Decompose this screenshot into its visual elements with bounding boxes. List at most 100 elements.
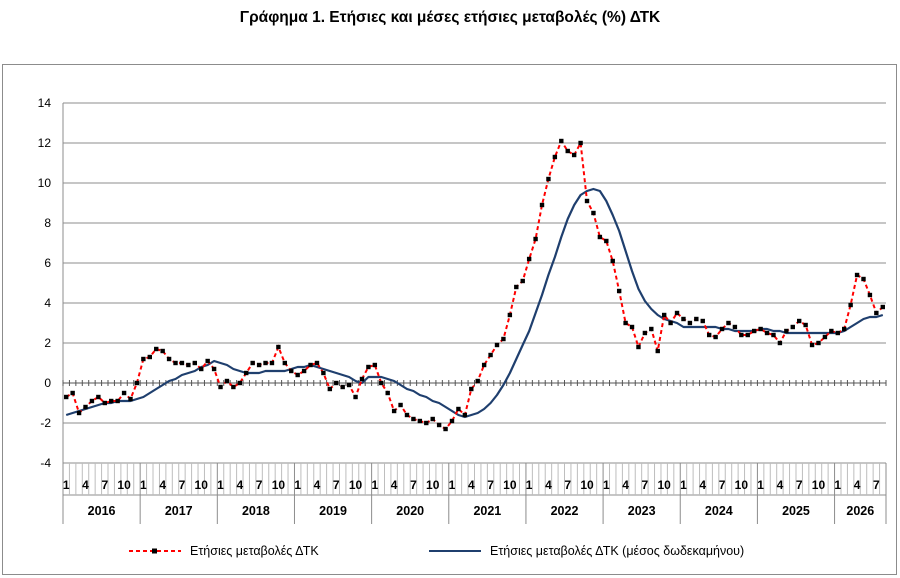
data-point-annual — [559, 138, 564, 144]
data-point-annual — [391, 408, 397, 414]
data-point-annual — [571, 152, 577, 158]
data-point-annual — [192, 360, 198, 366]
x-month-label: 4 — [777, 478, 784, 492]
data-point-annual — [661, 312, 667, 318]
data-point-annual — [462, 412, 468, 418]
data-point-annual — [790, 324, 795, 330]
x-month-label: 7 — [179, 478, 186, 492]
y-tick-label: 6 — [44, 256, 51, 270]
data-point-annual — [160, 348, 165, 354]
data-point-annual — [96, 394, 101, 400]
data-point-annual — [269, 360, 275, 366]
x-month-label: 7 — [564, 478, 571, 492]
x-month-label: 1 — [140, 478, 147, 492]
data-point-annual — [205, 358, 210, 364]
data-point-annual — [327, 386, 333, 392]
data-point-annual — [417, 418, 423, 424]
data-point-annual — [803, 322, 808, 328]
x-year-label: 2020 — [396, 504, 424, 518]
data-point-annual — [539, 202, 545, 208]
data-point-annual — [256, 362, 262, 368]
data-point-annual — [430, 416, 435, 422]
data-point-annual — [385, 390, 390, 396]
data-point-annual — [443, 426, 448, 432]
legend-item-average: Ετήσιες μεταβολές ΔΤΚ (μέσος δωδεκαμήνου… — [428, 544, 744, 558]
data-point-annual — [199, 366, 204, 372]
y-tick-label: 4 — [44, 296, 51, 310]
data-point-annual — [796, 318, 802, 324]
data-point-annual — [244, 370, 249, 376]
data-point-annual — [494, 342, 500, 348]
x-month-label: 7 — [410, 478, 417, 492]
data-point-annual — [809, 342, 815, 348]
data-point-annual — [218, 384, 223, 390]
data-point-annual — [501, 336, 506, 342]
data-point-annual — [526, 256, 532, 262]
y-tick-label: -2 — [40, 416, 51, 430]
data-point-annual — [591, 210, 596, 216]
data-point-annual — [314, 360, 320, 366]
data-point-annual — [404, 412, 410, 418]
data-point-annual — [456, 406, 461, 412]
data-point-annual — [732, 324, 738, 330]
x-month-label: 7 — [256, 478, 263, 492]
data-point-annual — [636, 344, 641, 350]
y-tick-label: 8 — [44, 216, 51, 230]
data-point-annual — [655, 348, 660, 354]
x-month-label: 10 — [657, 478, 671, 492]
data-point-annual — [520, 278, 525, 284]
data-point-annual — [764, 330, 770, 336]
data-point-annual — [379, 380, 384, 386]
x-month-label: 7 — [873, 478, 880, 492]
x-month-label: 1 — [63, 478, 70, 492]
data-point-annual — [154, 346, 159, 352]
data-point-annual — [784, 328, 789, 334]
x-year-label: 2025 — [782, 504, 810, 518]
x-month-label: 7 — [719, 478, 726, 492]
data-point-annual — [822, 334, 828, 340]
data-point-annual — [359, 376, 365, 382]
data-point-annual — [289, 368, 294, 374]
x-month-label: 1 — [680, 478, 687, 492]
data-point-annual — [102, 400, 107, 406]
x-month-label: 10 — [503, 478, 517, 492]
data-point-annual — [681, 316, 686, 322]
data-point-annual — [411, 416, 416, 422]
data-point-annual — [340, 384, 345, 390]
x-month-label: 4 — [159, 478, 166, 492]
data-point-annual — [874, 310, 879, 316]
data-point-annual — [854, 272, 860, 278]
x-month-label: 10 — [580, 478, 594, 492]
data-point-annual — [610, 258, 615, 264]
data-point-annual — [751, 328, 757, 334]
data-point-annual — [533, 236, 538, 242]
data-point-annual — [726, 320, 731, 326]
data-point-annual — [687, 320, 693, 326]
data-point-annual — [109, 398, 114, 404]
x-month-label: 1 — [603, 478, 610, 492]
data-point-annual — [372, 362, 378, 368]
x-month-label: 4 — [545, 478, 552, 492]
data-point-annual — [848, 302, 853, 308]
x-month-label: 10 — [349, 478, 363, 492]
x-month-label: 1 — [294, 478, 301, 492]
x-month-label: 1 — [757, 478, 764, 492]
legend-swatch-average — [429, 550, 481, 552]
x-year-label: 2023 — [628, 504, 656, 518]
data-point-annual — [179, 360, 185, 366]
data-point-annual — [141, 356, 146, 362]
data-point-annual — [745, 332, 750, 338]
y-tick-label: -4 — [40, 456, 51, 470]
data-point-annual — [334, 380, 339, 386]
data-point-annual — [173, 360, 178, 366]
data-point-annual — [64, 394, 69, 400]
x-month-label: 4 — [854, 478, 861, 492]
data-point-annual — [449, 418, 455, 424]
data-point-annual — [263, 360, 268, 366]
data-point-annual — [211, 366, 217, 372]
x-month-label: 10 — [195, 478, 209, 492]
data-point-annual — [308, 362, 313, 368]
data-point-annual — [282, 360, 288, 366]
data-point-annual — [597, 234, 603, 240]
data-point-annual — [719, 326, 725, 332]
